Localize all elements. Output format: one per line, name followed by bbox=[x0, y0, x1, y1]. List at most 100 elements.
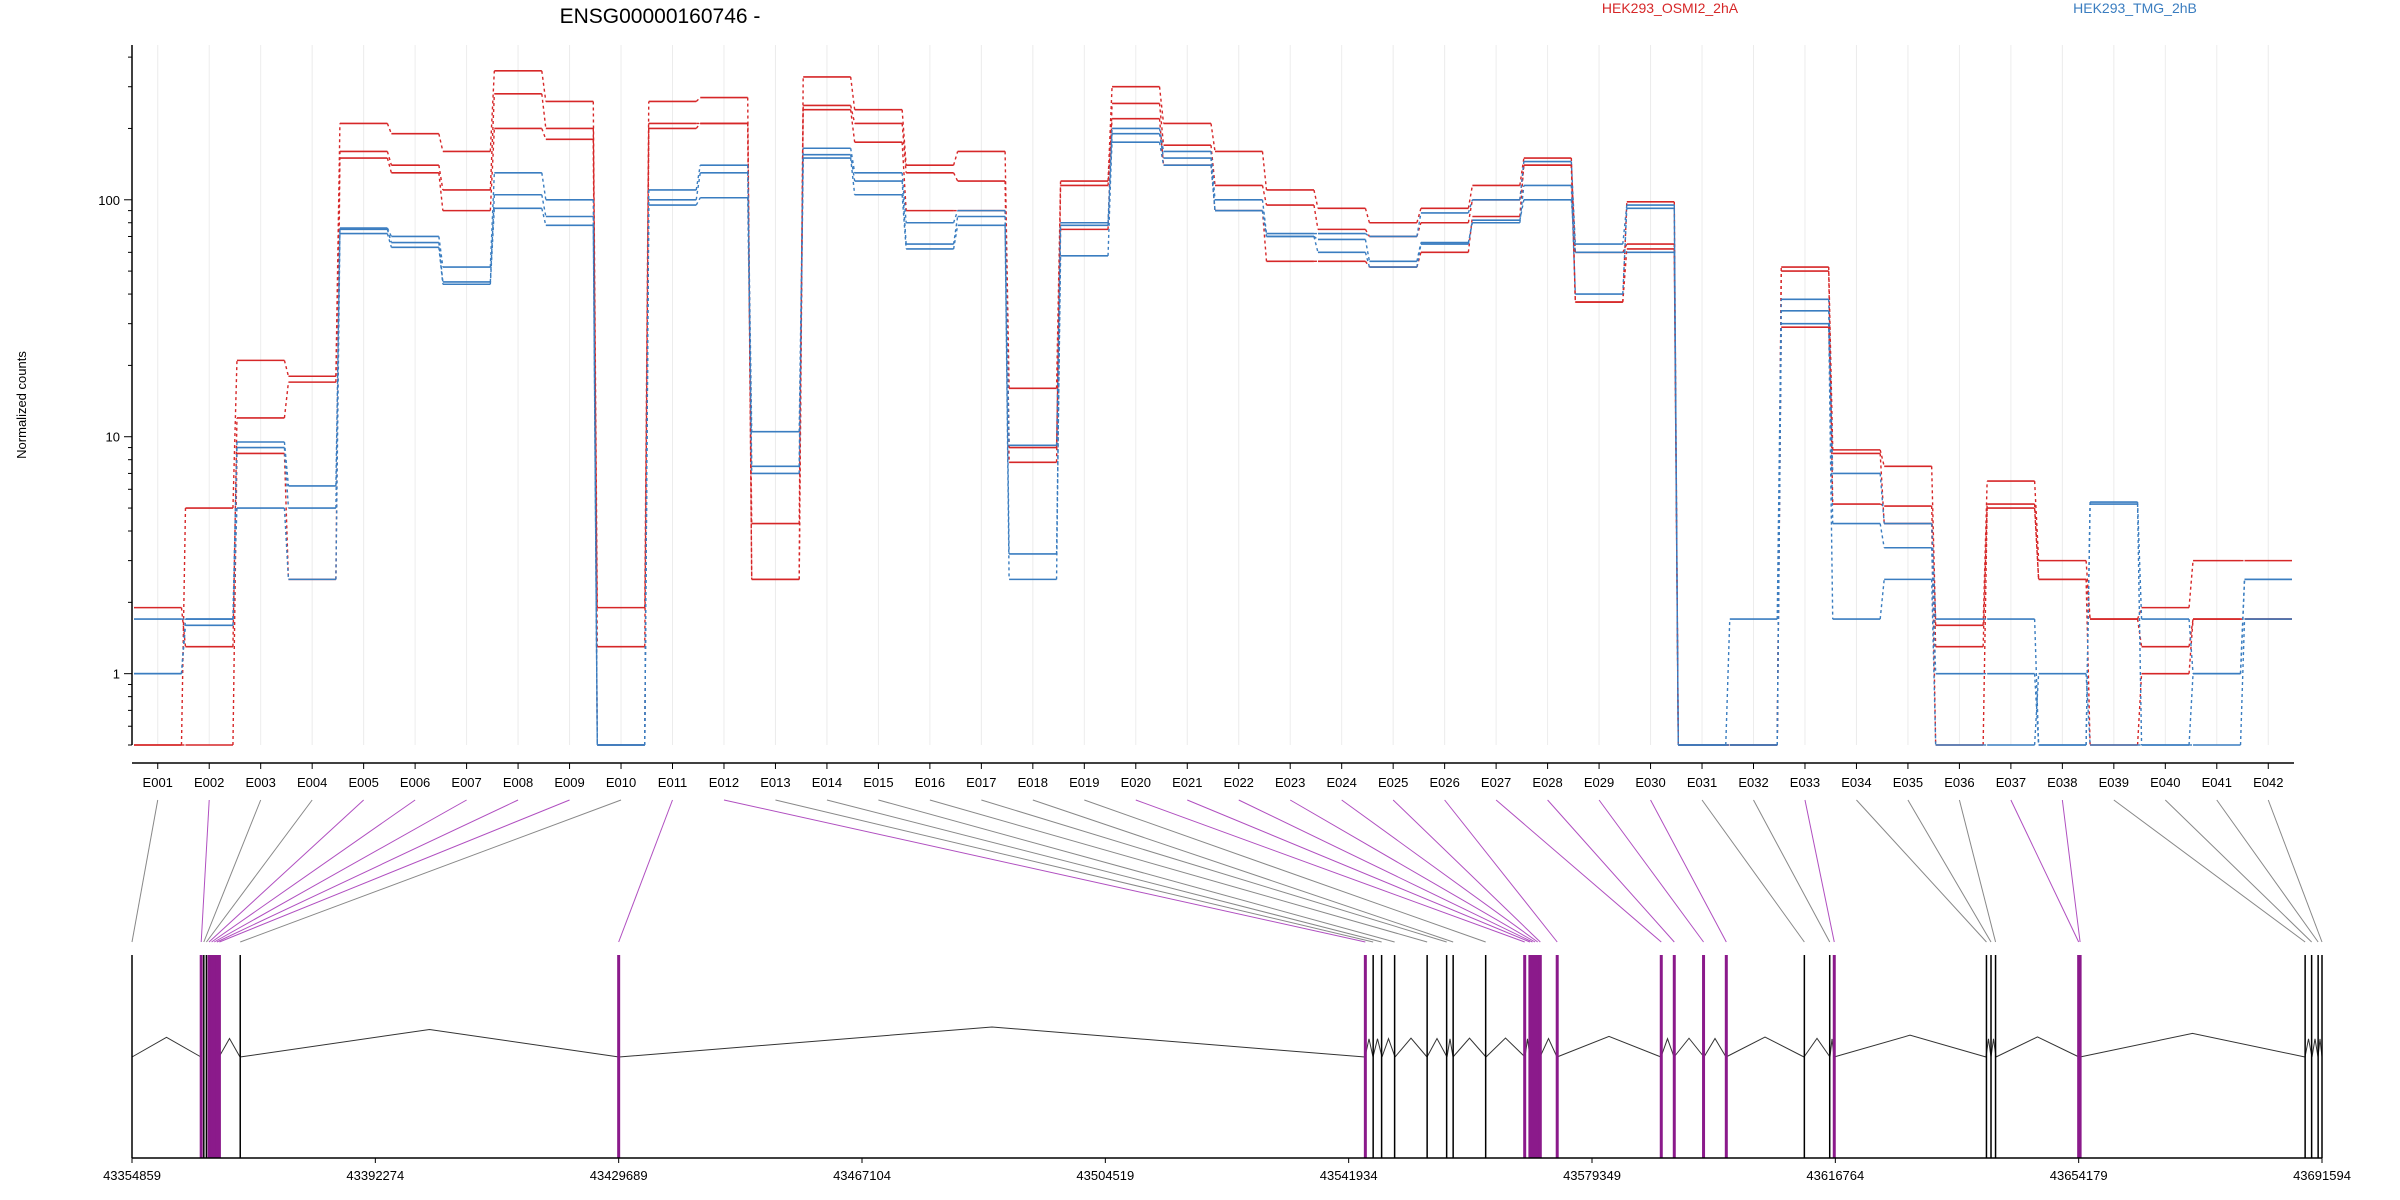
intron bbox=[618, 1026, 1366, 1058]
series-connector bbox=[1416, 243, 1422, 268]
series-connector bbox=[952, 216, 959, 245]
series-connector bbox=[232, 360, 238, 509]
series-2 bbox=[134, 108, 2292, 746]
exon-connector bbox=[203, 799, 262, 943]
series-connector bbox=[1879, 579, 1885, 620]
x-tick-label: E028 bbox=[1532, 775, 1562, 790]
genomic-tick-label: 43504519 bbox=[1076, 1168, 1134, 1183]
x-tick-label: E026 bbox=[1429, 775, 1459, 790]
x-tick-label: E004 bbox=[297, 775, 327, 790]
exon-connector bbox=[2164, 799, 2312, 943]
series-connector bbox=[952, 172, 959, 182]
x-tick-label: E037 bbox=[1996, 775, 2026, 790]
x-tick-label: E019 bbox=[1069, 775, 1099, 790]
series-connector bbox=[1107, 128, 1113, 223]
series-connector bbox=[849, 148, 856, 173]
exon-connector bbox=[1650, 799, 1727, 943]
x-tick-label: E018 bbox=[1018, 775, 1048, 790]
series-connector bbox=[541, 194, 547, 217]
x-tick-label: E015 bbox=[863, 775, 893, 790]
intron bbox=[1381, 1037, 1396, 1058]
intron bbox=[2311, 1038, 2319, 1058]
x-tick-label: E005 bbox=[348, 775, 378, 790]
exon-connector bbox=[1341, 799, 1538, 943]
exon-connector bbox=[1032, 799, 1454, 943]
series-connector bbox=[1210, 165, 1216, 211]
exon-connector bbox=[1084, 799, 1486, 943]
exon-connectors bbox=[131, 799, 2323, 943]
intron bbox=[218, 1037, 241, 1058]
series-lines bbox=[134, 70, 2292, 746]
x-tick-label: E010 bbox=[606, 775, 636, 790]
series-connector bbox=[1055, 181, 1062, 389]
x-tick-label: E023 bbox=[1275, 775, 1305, 790]
series-connector bbox=[1210, 123, 1216, 152]
exon-connector bbox=[219, 799, 570, 943]
series-connector bbox=[747, 123, 753, 580]
series-connector bbox=[2085, 504, 2091, 746]
intron bbox=[1833, 1034, 1987, 1058]
x-tick-label: E042 bbox=[2253, 775, 2283, 790]
exon-connector bbox=[211, 799, 416, 943]
exon-connector bbox=[1289, 799, 1536, 943]
intron bbox=[1556, 1035, 1662, 1058]
genomic-tick-label: 43616764 bbox=[1806, 1168, 1864, 1183]
series-connector bbox=[798, 158, 804, 474]
series-connector bbox=[695, 122, 701, 129]
x-tick-label: E022 bbox=[1224, 775, 1254, 790]
series-connector bbox=[1055, 222, 1062, 446]
series-connector bbox=[438, 133, 444, 152]
exon-connector bbox=[1238, 799, 1533, 943]
series-connector bbox=[1467, 199, 1474, 214]
series-connector bbox=[283, 360, 290, 377]
series-connector bbox=[1879, 473, 1885, 524]
series-connector bbox=[1930, 466, 1937, 626]
series-connector bbox=[1158, 86, 1165, 124]
series-connector bbox=[489, 128, 496, 211]
series-connector bbox=[2188, 673, 2194, 746]
series-connector bbox=[1158, 118, 1165, 166]
series-connector bbox=[1622, 204, 1628, 245]
x-tick-label: E013 bbox=[760, 775, 790, 790]
exon-connector bbox=[131, 799, 159, 943]
exon-connector bbox=[1701, 799, 1805, 943]
series-connector bbox=[489, 70, 496, 152]
series-connector bbox=[283, 382, 290, 419]
series-connector bbox=[1158, 133, 1165, 159]
exon-connector bbox=[1598, 799, 1704, 943]
plot-axes: 1 10 100 bbox=[98, 45, 2294, 764]
series-connector bbox=[386, 233, 393, 248]
series-connector bbox=[489, 208, 496, 285]
x-tick-label: E040 bbox=[2150, 775, 2180, 790]
intron bbox=[1446, 1038, 1454, 1058]
series-connector bbox=[1622, 208, 1628, 295]
intron bbox=[1452, 1037, 1487, 1058]
series-connector bbox=[232, 447, 238, 620]
series-connector bbox=[1416, 212, 1422, 237]
y-tick-label: 100 bbox=[98, 193, 120, 208]
exon-connector bbox=[1495, 799, 1662, 943]
exon-connector bbox=[2267, 799, 2323, 943]
series-connector bbox=[1828, 323, 1834, 620]
exon-connector bbox=[213, 799, 467, 943]
series-connector bbox=[438, 247, 444, 285]
x-axis-ticks: E001 E002 E003 E004 E005 E006 E007 E008 E009 E010… bbox=[143, 763, 2283, 790]
intron bbox=[1539, 1037, 1558, 1058]
series-connector bbox=[1467, 199, 1474, 223]
series-connector bbox=[1364, 229, 1371, 237]
series-connector bbox=[1467, 185, 1474, 209]
y-tick-label: 1 bbox=[113, 667, 120, 682]
x-tick-label: E009 bbox=[554, 775, 584, 790]
series-connector bbox=[1519, 157, 1525, 186]
x-tick-label: E014 bbox=[812, 775, 842, 790]
y-axis-label: Normalized counts bbox=[14, 351, 29, 459]
exon-connector bbox=[1392, 799, 1541, 943]
series-connector bbox=[489, 172, 496, 268]
series-connector bbox=[1313, 236, 1319, 253]
intron bbox=[1372, 1038, 1383, 1058]
series-connector bbox=[283, 447, 290, 509]
genomic-axis: 43354859 43392274 43429689 43467104 43504519… bbox=[103, 1157, 2351, 1183]
x-tick-label: E024 bbox=[1327, 775, 1357, 790]
series-connector bbox=[489, 194, 496, 282]
series-connector bbox=[1879, 523, 1885, 548]
